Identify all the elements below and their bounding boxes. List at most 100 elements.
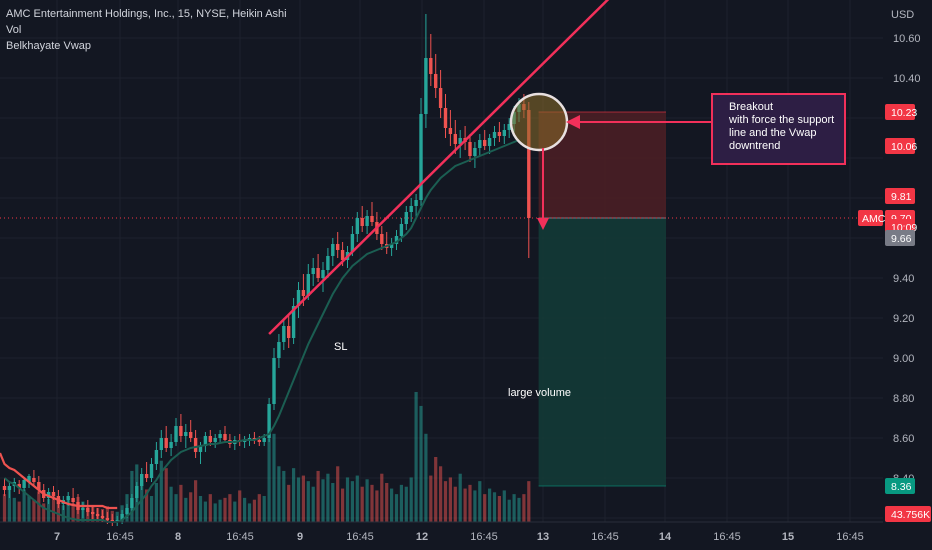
volume-bar [27, 496, 31, 522]
candle-body [468, 142, 472, 156]
volume-bar [380, 473, 384, 522]
candle-body [429, 58, 433, 74]
candle-body [184, 432, 188, 436]
candle-body [316, 268, 320, 278]
volume-bar [267, 438, 271, 522]
volume-bar [287, 484, 291, 522]
volume-bar [296, 477, 301, 522]
volume-bar [429, 475, 433, 522]
volume-bar [385, 483, 389, 522]
volume-bar [2, 494, 7, 522]
volume-bar [179, 484, 183, 522]
volume-bar [360, 486, 364, 522]
candle-body [174, 426, 178, 442]
price-tag-bg [885, 188, 915, 204]
breakout-circle [509, 92, 569, 152]
volume-bar [414, 392, 418, 522]
time-tick-label: 15 [782, 531, 794, 543]
volume-bar [194, 480, 198, 522]
candle-body [443, 108, 448, 128]
candle-body [223, 434, 227, 440]
candle-body [453, 134, 457, 144]
volume-bar [247, 503, 252, 522]
volume-bar [66, 497, 70, 522]
annotation-box [711, 93, 846, 165]
candle-body [502, 130, 506, 136]
vwap-line [0, 139, 520, 523]
volume-bar [149, 496, 154, 522]
price-tick-label: 8.80 [893, 393, 914, 405]
volume-bar [355, 475, 359, 522]
candle-body [37, 482, 41, 490]
price-tick-label: 10.40 [893, 73, 921, 85]
volume-bar [61, 505, 65, 522]
candle-body [213, 438, 217, 442]
time-tick-label: 12 [416, 531, 428, 543]
volume-bar [316, 470, 320, 522]
price-tag: 10.23 [891, 107, 917, 119]
candle-body [448, 128, 453, 134]
volume-bar [282, 470, 286, 522]
volume-bar [488, 488, 492, 522]
candle-body [203, 436, 208, 446]
volume-bar [439, 466, 443, 522]
volume-bar [341, 488, 345, 522]
volume-bar [189, 492, 193, 522]
volume-bar [198, 496, 203, 522]
candle-body [370, 216, 374, 222]
time-tick-label: 16:45 [836, 531, 864, 543]
volume-bar [277, 466, 281, 522]
price-tick-label: 8.60 [893, 433, 914, 445]
volume-bar [17, 501, 21, 522]
large-volume-label: large volume [508, 387, 571, 399]
volume-bar [51, 494, 56, 522]
price-axis-currency: USD [891, 9, 914, 21]
legend-volume: Vol [6, 24, 22, 36]
volume-bar [321, 479, 325, 522]
volume-bar [238, 490, 242, 522]
price-tag-bg [885, 478, 915, 494]
candle-body [291, 306, 296, 338]
target-zone [538, 218, 666, 486]
candle-body [159, 438, 163, 450]
time-tick-label: 16:45 [346, 531, 374, 543]
candle-body [66, 496, 70, 500]
volume-bar [483, 494, 487, 522]
volume-bar [331, 483, 335, 522]
candle-body [27, 476, 31, 482]
legend-title: AMC Entertainment Holdings, Inc., 15, NY… [6, 8, 287, 20]
volume-bar [203, 501, 207, 522]
candle-body [434, 74, 438, 88]
price-tick-label: 9.40 [893, 273, 914, 285]
volume-bar [522, 494, 526, 522]
volume-bar [154, 483, 158, 522]
candle-body [483, 140, 487, 146]
volume-bar [434, 457, 438, 522]
volume-bar [424, 433, 428, 522]
volume-bar [174, 494, 178, 522]
candle-body [399, 224, 404, 236]
candle-body [306, 274, 310, 296]
candle-body [507, 124, 511, 130]
candle-body [154, 450, 159, 464]
volume-bar [507, 499, 511, 522]
legend-vwap: Belkhayate Vwap [6, 40, 91, 52]
volume-bar [252, 499, 256, 522]
volume-bar [492, 492, 497, 522]
candle-body [95, 514, 100, 516]
annotation-line: line and the Vwap [729, 127, 816, 139]
price-tag-bg [885, 506, 931, 522]
volume-bar [12, 497, 16, 522]
price-tag: 10.06 [891, 141, 917, 153]
volume-bar [453, 486, 457, 522]
volume-bar [478, 481, 482, 522]
time-tick-label: 16:45 [226, 531, 254, 543]
volume-bar [443, 481, 448, 522]
volume-bar [233, 501, 237, 522]
volume-bar [365, 479, 369, 522]
chart-legend: AMC Entertainment Holdings, Inc., 15, NY… [6, 6, 287, 54]
candle-body [144, 474, 149, 478]
grid-lines [0, 0, 883, 522]
candle-body [257, 440, 261, 442]
